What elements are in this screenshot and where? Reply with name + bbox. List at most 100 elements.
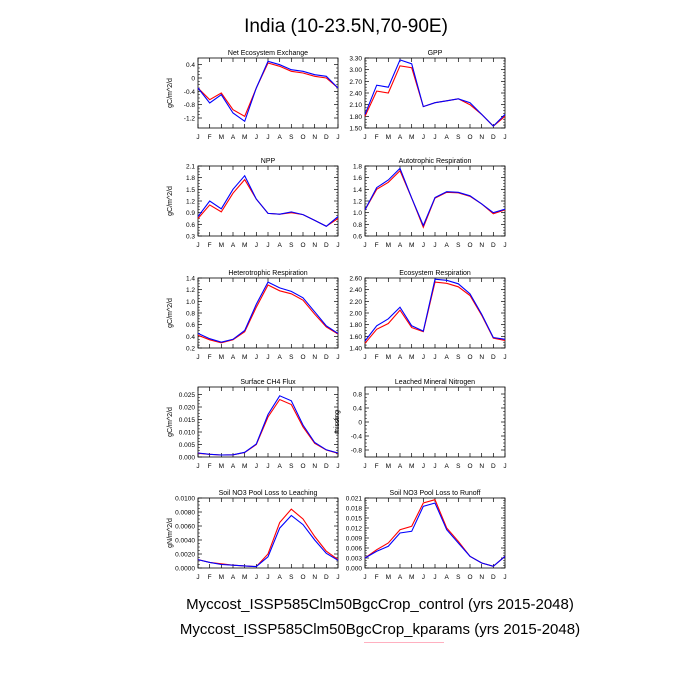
y-tick-label: 0.4 [186,334,195,341]
y-axis-label: gC/m^2/d [167,78,174,108]
y-tick-label: 0.015 [346,516,363,523]
x-tick-label: J [336,463,339,470]
y-tick-label: 2.00 [349,311,362,318]
x-tick-label: M [386,242,391,249]
x-tick-label: M [409,463,414,470]
panel-title: Autotrophic Respiration [399,158,472,165]
y-tick-label: 1.0 [353,210,362,217]
x-tick-label: A [277,574,282,581]
y-axis-label: gC/m^2/d [167,186,174,216]
x-tick-label: M [386,354,391,361]
kparams-series-line [364,278,506,342]
x-tick-label: M [219,134,224,141]
x-tick-label: M [409,242,414,249]
y-tick-label: 0.8 [186,311,195,318]
plot-frame [197,386,339,458]
x-tick-label: A [231,134,236,141]
kparams-series-line [364,59,506,127]
x-tick-label: S [456,463,461,470]
x-tick-label: A [444,354,449,361]
x-tick-label: J [363,354,366,361]
y-tick-label: 0.005 [179,442,196,449]
x-tick-label: D [324,463,329,470]
y-tick-label: 0.8 [353,222,362,229]
x-tick-label: J [363,574,366,581]
x-tick-label: J [196,242,199,249]
figure-title: India (10-23.5N,70-90E) [244,16,448,37]
panel-6: Surface CH4 Flux gC/m^2/d 0.000 0.005 0.010 0… [167,379,340,470]
x-tick-label: S [289,463,294,470]
x-tick-label: A [398,574,403,581]
kparams-series-line [364,167,506,227]
x-tick-label: O [467,463,472,470]
x-tick-label: S [289,354,294,361]
y-tick-label: 0.0040 [175,538,195,545]
y-tick-label: 0.0080 [175,510,195,517]
y-tick-label: 2.1 [186,164,195,171]
x-tick-label: F [208,574,212,581]
y-tick-label: 1.80 [349,114,362,121]
y-tick-label: 1.8 [186,175,195,182]
y-tick-label: 0.021 [346,496,363,503]
x-tick-label: M [219,463,224,470]
x-tick-label: S [456,134,461,141]
x-tick-label: J [363,463,366,470]
panel-title: Ecosystem Respiration [399,270,471,277]
x-tick-label: A [231,574,236,581]
y-tick-label: 0.018 [346,506,363,513]
x-tick-label: J [196,463,199,470]
x-tick-label: M [386,134,391,141]
x-tick-label: M [219,242,224,249]
x-tick-label: M [409,354,414,361]
x-tick-label: F [375,574,379,581]
x-tick-label: J [363,134,366,141]
x-tick-label: O [300,134,305,141]
x-tick-label: M [242,354,247,361]
control-series-line [364,281,506,344]
panel-0: Net Ecosystem Exchange gC/m^2/d 0.4 0 -0.4 -0… [167,50,340,141]
x-tick-label: M [242,574,247,581]
y-tick-label: 1.0 [186,299,195,306]
x-tick-label: M [386,574,391,581]
x-tick-label: A [444,242,449,249]
x-tick-label: O [467,134,472,141]
kparams-series-line [197,174,339,227]
x-tick-label: A [398,354,403,361]
panel-title: Surface CH4 Flux [240,379,296,386]
x-tick-label: J [422,574,425,581]
y-tick-label: 0.3 [186,234,195,241]
x-tick-label: J [255,134,258,141]
control-series-line [197,178,339,227]
x-tick-label: A [231,463,236,470]
plot-frame [364,497,506,569]
plot-frame [197,277,339,349]
y-tick-label: 0.0000 [175,566,195,573]
x-tick-label: D [324,134,329,141]
x-tick-label: J [255,354,258,361]
y-tick-label: 0.003 [346,556,363,563]
y-tick-label: 0.025 [179,392,196,399]
panel-title: Heterotrophic Respiration [228,270,307,277]
y-tick-label: 0.9 [186,210,195,217]
control-series-line [197,398,339,456]
y-axis-label: gC/m^2/d [167,298,174,328]
kparams-series-line [197,514,339,568]
y-tick-label: -0.4 [351,434,363,441]
x-tick-label: J [266,134,269,141]
x-tick-label: J [255,463,258,470]
y-tick-label: 0.012 [346,526,363,533]
x-tick-label: J [422,354,425,361]
y-tick-label: 1.8 [353,164,362,171]
x-tick-label: A [444,134,449,141]
x-tick-label: A [277,463,282,470]
plot-frame [364,165,506,237]
x-tick-label: A [398,242,403,249]
y-tick-label: 0.6 [186,322,195,329]
x-tick-label: J [336,242,339,249]
y-tick-label: 0.010 [179,430,196,437]
y-tick-label: 1.4 [353,187,362,194]
x-tick-label: A [231,242,236,249]
x-tick-label: J [503,134,506,141]
x-tick-label: A [277,354,282,361]
